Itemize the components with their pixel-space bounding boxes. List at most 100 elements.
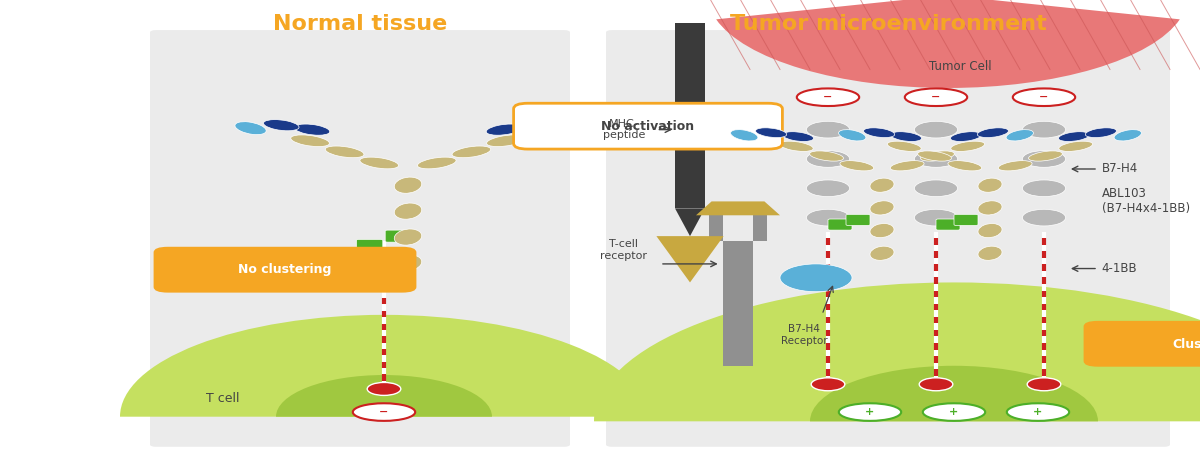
Wedge shape [810,366,1098,421]
Ellipse shape [923,403,985,421]
Circle shape [914,180,958,197]
Text: ABL103
(B7-H4x4-1BB): ABL103 (B7-H4x4-1BB) [1102,188,1189,215]
Circle shape [914,121,958,138]
Ellipse shape [756,128,787,138]
Ellipse shape [1006,130,1033,141]
Wedge shape [716,0,1180,88]
Ellipse shape [839,403,901,421]
Text: +: + [865,407,875,417]
Ellipse shape [1007,403,1069,421]
Text: −: − [1039,92,1049,102]
Ellipse shape [978,201,1002,215]
Polygon shape [696,201,780,215]
Text: No activation: No activation [601,120,695,133]
Ellipse shape [870,201,894,215]
Circle shape [806,150,850,167]
Ellipse shape [418,157,456,169]
Bar [708,215,722,241]
Wedge shape [120,315,648,417]
Ellipse shape [890,131,922,142]
Text: Tumor microenvironment: Tumor microenvironment [730,14,1046,34]
Circle shape [367,382,401,395]
Ellipse shape [918,151,952,161]
Ellipse shape [395,177,421,193]
Bar [674,23,706,208]
Text: −: − [823,92,833,102]
FancyBboxPatch shape [936,219,960,230]
Wedge shape [594,282,1200,421]
Ellipse shape [864,128,895,138]
Text: Tumor Cell: Tumor Cell [929,60,991,73]
Text: B7-H4
Receptor: B7-H4 Receptor [781,324,827,346]
Circle shape [1022,209,1066,226]
Ellipse shape [890,161,924,171]
Text: +: + [949,407,959,417]
Circle shape [1022,150,1066,167]
FancyBboxPatch shape [154,247,416,293]
Polygon shape [674,208,704,236]
Circle shape [811,378,845,391]
Ellipse shape [948,161,982,171]
Circle shape [1022,121,1066,138]
Ellipse shape [517,119,552,131]
Circle shape [806,121,850,138]
Circle shape [806,209,850,226]
Ellipse shape [920,151,954,161]
Text: B7-H4: B7-H4 [1102,163,1138,175]
Text: No clustering: No clustering [238,263,331,276]
Ellipse shape [325,146,364,158]
Ellipse shape [290,135,330,147]
Ellipse shape [395,203,421,219]
FancyBboxPatch shape [954,214,978,225]
Ellipse shape [235,122,266,135]
Ellipse shape [870,224,894,238]
Ellipse shape [950,131,982,142]
Ellipse shape [395,229,421,245]
Ellipse shape [395,255,421,271]
Circle shape [914,209,958,226]
Ellipse shape [1114,130,1141,141]
Bar [722,241,754,366]
Ellipse shape [782,131,814,142]
Ellipse shape [1058,141,1092,151]
Ellipse shape [870,246,894,260]
Text: Normal tissue: Normal tissue [272,14,448,34]
Text: −: − [931,92,941,102]
Text: MHC-
peptide: MHC- peptide [602,119,646,140]
Circle shape [914,150,958,167]
Text: Clustering: Clustering [1172,338,1200,350]
Ellipse shape [978,178,1002,192]
FancyBboxPatch shape [514,103,782,149]
Ellipse shape [978,224,1002,238]
Ellipse shape [780,141,814,151]
Ellipse shape [870,178,894,192]
Ellipse shape [797,88,859,106]
Ellipse shape [888,141,922,151]
Ellipse shape [264,119,299,131]
Ellipse shape [905,88,967,106]
Ellipse shape [1058,131,1090,142]
FancyBboxPatch shape [385,230,412,242]
Circle shape [806,180,850,197]
Circle shape [780,264,852,292]
Ellipse shape [486,135,526,147]
Ellipse shape [353,403,415,421]
Ellipse shape [550,122,581,135]
Circle shape [1027,378,1061,391]
Polygon shape [656,236,724,282]
Ellipse shape [1013,88,1075,106]
Ellipse shape [978,246,1002,260]
Text: T-cell
receptor: T-cell receptor [600,239,648,261]
Ellipse shape [1028,151,1062,161]
FancyBboxPatch shape [150,30,570,447]
Ellipse shape [486,124,522,135]
Ellipse shape [294,124,330,135]
Text: 4-1BB: 4-1BB [1102,262,1138,275]
FancyBboxPatch shape [606,30,1170,447]
Circle shape [919,378,953,391]
Ellipse shape [950,141,984,151]
Ellipse shape [360,157,398,169]
Circle shape [1022,180,1066,197]
FancyBboxPatch shape [828,219,852,230]
Ellipse shape [810,151,844,161]
